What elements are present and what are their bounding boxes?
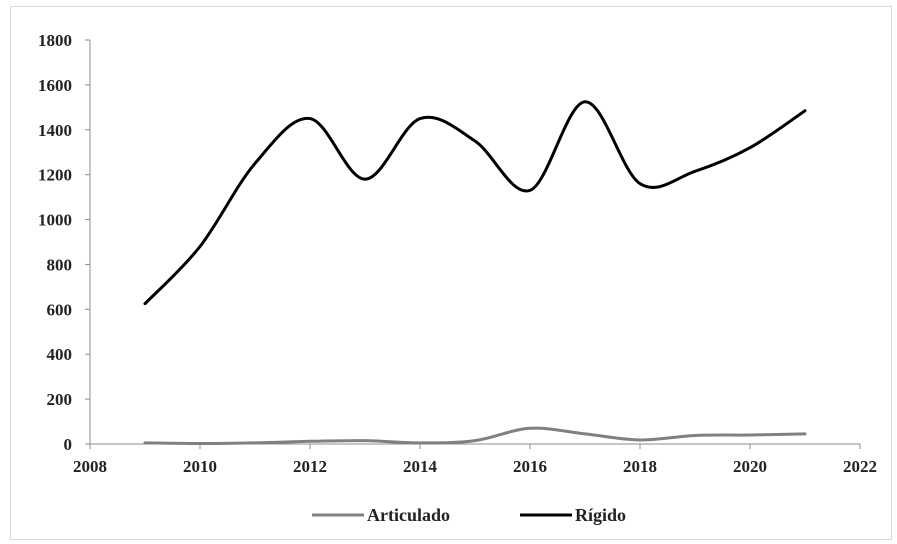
chart-frame bbox=[10, 6, 892, 540]
legend-label-articulado: Articulado bbox=[367, 505, 450, 525]
y-tick-label: 1000 bbox=[38, 211, 72, 230]
x-tick-label: 2022 bbox=[843, 457, 877, 476]
y-tick-label: 600 bbox=[47, 300, 73, 319]
x-tick-label: 2014 bbox=[403, 457, 438, 476]
x-tick-label: 2016 bbox=[513, 457, 547, 476]
series-group bbox=[143, 100, 807, 446]
y-tick-label: 1200 bbox=[38, 166, 72, 185]
x-tick-label: 2012 bbox=[293, 457, 327, 476]
y-tick-label: 400 bbox=[47, 345, 73, 364]
legend: Articulado Rígido bbox=[312, 505, 626, 525]
y-tick-label: 1600 bbox=[38, 76, 72, 95]
series-line-articulado bbox=[143, 426, 807, 446]
series-line-rigido bbox=[143, 100, 807, 306]
axes: 0 200 400 600 800 1000 1200 1400 1600 1800 2008 201… bbox=[38, 31, 877, 476]
x-tick-label: 2008 bbox=[73, 457, 107, 476]
x-tick-label: 2018 bbox=[623, 457, 657, 476]
y-tick-label: 1800 bbox=[38, 31, 72, 50]
x-tick-label: 2010 bbox=[183, 457, 217, 476]
x-tick-label: 2020 bbox=[733, 457, 767, 476]
y-tick-label: 1400 bbox=[38, 121, 72, 140]
y-tick-label: 200 bbox=[47, 390, 73, 409]
legend-label-rigido: Rígido bbox=[575, 505, 626, 525]
y-tick-label: 0 bbox=[64, 435, 73, 454]
y-tick-label: 800 bbox=[47, 255, 73, 274]
